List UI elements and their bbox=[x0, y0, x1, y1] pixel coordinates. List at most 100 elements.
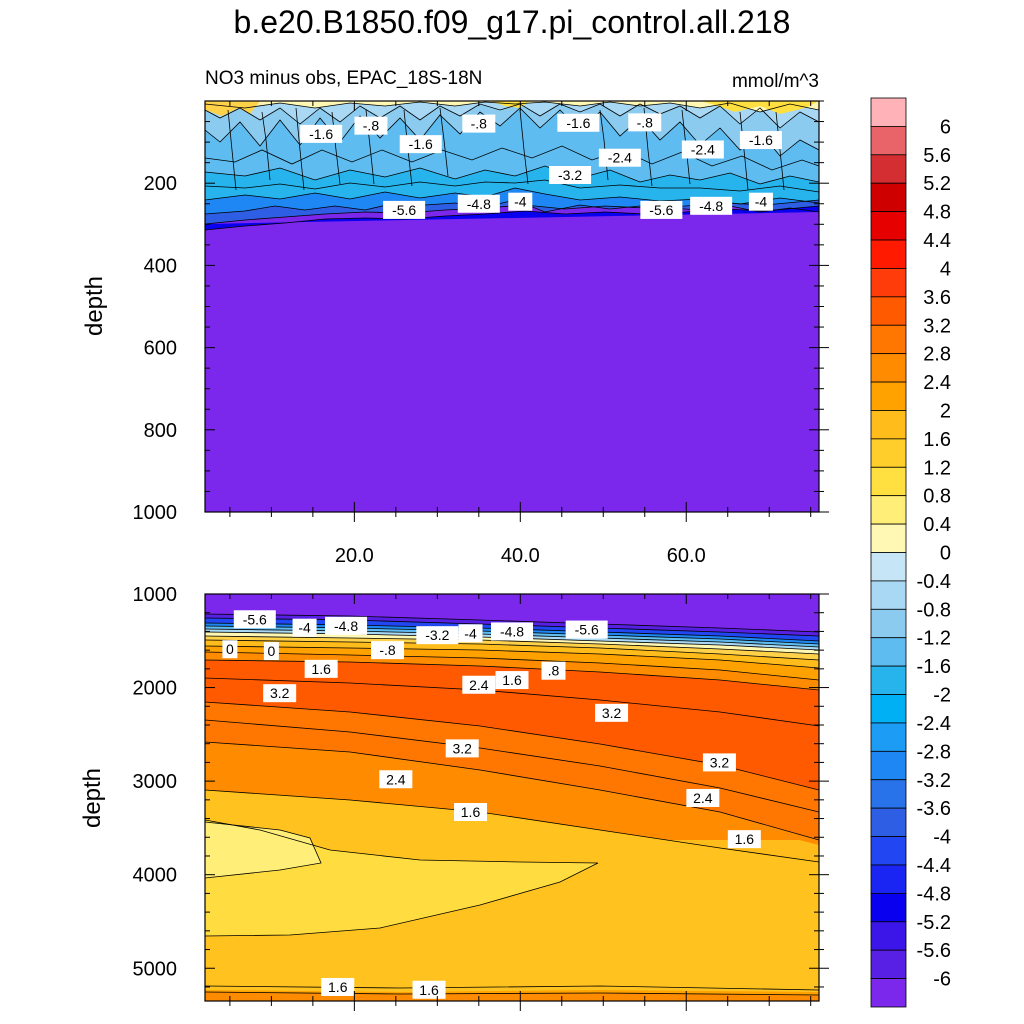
contour-label-text: 1.6 bbox=[419, 982, 439, 998]
contour-label: -1.6 bbox=[557, 113, 600, 132]
colorbar-box bbox=[870, 523, 907, 553]
contour-label: 2.4 bbox=[686, 788, 720, 807]
contour-label-box bbox=[549, 165, 592, 184]
colorbar-box bbox=[870, 722, 907, 752]
contour-label-box bbox=[495, 671, 529, 690]
contour-label-text: -2.4 bbox=[691, 141, 715, 157]
colorbar-label: -2 bbox=[933, 685, 951, 707]
colorbar-label: -0.4 bbox=[917, 571, 951, 593]
colorbar-box bbox=[870, 921, 907, 951]
contour-label: -4.8 bbox=[325, 616, 368, 635]
y-tick-label: 5000 bbox=[133, 958, 178, 980]
contour-label-text: 0 bbox=[226, 641, 234, 657]
lower-contour-labels: -5.6-4 -4.8-3.2 -4 -4.8 -5.60 0 -.81.61.6.82.4… bbox=[222, 610, 761, 999]
contour-label-box bbox=[727, 830, 761, 849]
contour-label-box bbox=[681, 140, 724, 159]
upper-y-axis-label: depth bbox=[81, 276, 108, 336]
units-label: mmol/m^3 bbox=[732, 71, 819, 92]
contour-label: -1.6 bbox=[739, 131, 782, 150]
contour-label-text: -3.2 bbox=[425, 627, 449, 643]
contour-label-text: -3.2 bbox=[558, 167, 582, 183]
contour-label-text: -4 bbox=[514, 194, 527, 210]
contour-label: 1.6 bbox=[412, 980, 446, 999]
contour-label: 1.6 bbox=[304, 659, 338, 678]
contour-label-box bbox=[595, 703, 629, 722]
colorbar-label: 2 bbox=[940, 400, 951, 422]
colorbar-labels: 6 5.6 5.2 4.8 4.4 4 3.6 3.2 2.8 2.4 2 1.6 1.2 0.8 0.4 0… bbox=[917, 116, 951, 990]
contour-label-text: 1.6 bbox=[328, 979, 348, 995]
contour-label-text: .8 bbox=[548, 663, 560, 679]
colorbar-box bbox=[870, 410, 907, 440]
contour-label-box bbox=[263, 684, 297, 703]
figure-title: b.e20.B1850.f09_g17.pi_control.all.218 bbox=[233, 4, 791, 40]
colorbar-label: -2.4 bbox=[917, 713, 951, 735]
contour-label: -4.8 bbox=[457, 194, 500, 213]
contour-label: -5.6 bbox=[565, 620, 608, 639]
contour-label: 2.4 bbox=[379, 770, 413, 789]
colorbar-box bbox=[870, 97, 907, 127]
colorbar-label: -3.2 bbox=[917, 770, 951, 792]
colorbar-label: 5.6 bbox=[923, 145, 951, 167]
contour-label-text: 1.6 bbox=[735, 831, 755, 847]
contour-label: 3.2 bbox=[445, 739, 479, 758]
colorbar-box bbox=[870, 126, 907, 156]
contour-label-text: -4 bbox=[755, 194, 768, 210]
y-tick-label: 1000 bbox=[133, 584, 178, 606]
contour-label-box bbox=[379, 770, 413, 789]
x-tick-label: 60.0 bbox=[667, 545, 706, 567]
contour-label-box bbox=[702, 753, 736, 772]
contour-label-text: -4.8 bbox=[467, 196, 491, 212]
contour-label-box bbox=[457, 194, 500, 213]
contour-label-box bbox=[263, 642, 279, 661]
colorbar-label: 0.8 bbox=[923, 486, 951, 508]
contour-label: .8 bbox=[541, 661, 566, 680]
colorbar-box bbox=[870, 182, 907, 213]
upper-y-ticks: 200 400 600 800 1000 bbox=[133, 100, 829, 524]
contour-label: -.8 bbox=[354, 116, 388, 135]
colorbar-label: 2.4 bbox=[923, 372, 951, 394]
colorbar-label: -5.2 bbox=[917, 912, 951, 934]
contour-label-box bbox=[458, 624, 483, 643]
upper-x-ticks: 20.0 40.0 60.0 bbox=[229, 101, 812, 567]
colorbar-label: 0 bbox=[940, 543, 951, 565]
contour-label-box bbox=[640, 200, 683, 219]
colorbar-box bbox=[870, 750, 907, 781]
contour-label-text: -4.8 bbox=[500, 623, 524, 639]
contour-label-box bbox=[508, 192, 533, 211]
contour-label-text: -2.4 bbox=[608, 150, 632, 166]
upper-contour-fill bbox=[205, 101, 819, 512]
colorbar-label: -1.2 bbox=[917, 628, 951, 650]
contour-label-box bbox=[292, 618, 317, 637]
contour-label-box bbox=[686, 788, 720, 807]
contour-label-box bbox=[491, 622, 533, 641]
colorbar-label: -3.6 bbox=[917, 798, 951, 820]
y-tick-label: 400 bbox=[144, 255, 177, 277]
colorbar-box bbox=[870, 949, 907, 979]
contour-label-box bbox=[383, 200, 426, 219]
colorbar-label: 4.4 bbox=[923, 230, 951, 252]
colorbar-label: -0.8 bbox=[917, 599, 951, 621]
contour-label: 1.6 bbox=[321, 977, 355, 996]
contour-label-box bbox=[300, 124, 343, 143]
plot-subtitle: NO3 minus obs, EPAC_18S-18N bbox=[205, 68, 482, 89]
contour-label-box bbox=[371, 641, 405, 660]
contour-label-text: 3.2 bbox=[452, 740, 472, 756]
contour-label: 3.2 bbox=[263, 684, 297, 703]
contour-label-box bbox=[304, 659, 338, 678]
contour-label-text: 2.4 bbox=[693, 790, 713, 806]
lower-axes: 1000 2000 3000 4000 5000 bbox=[133, 584, 829, 1011]
upper-contour-labels: -1.6 -.8 -1.6 -.8 -1.6 -.8 -2.4 -2.4 -1.6 -3.2 -5.… bbox=[300, 113, 782, 219]
contour-label-text: 0 bbox=[267, 643, 275, 659]
contour-label: 1.6 bbox=[495, 671, 529, 690]
contour-label: -1.6 bbox=[300, 124, 343, 143]
colorbar-box bbox=[870, 892, 907, 923]
colorbar-label: 6 bbox=[940, 116, 951, 138]
y-tick-label: 4000 bbox=[133, 865, 178, 887]
colorbar-box bbox=[870, 836, 907, 866]
contour-label: 2.4 bbox=[462, 675, 496, 694]
contour-label: -5.6 bbox=[640, 200, 683, 219]
contour-label-box bbox=[541, 661, 566, 680]
colorbar-label: 3.2 bbox=[923, 315, 951, 337]
colorbar-label: -4.4 bbox=[917, 855, 951, 877]
colorbar-label: 4 bbox=[940, 258, 951, 280]
